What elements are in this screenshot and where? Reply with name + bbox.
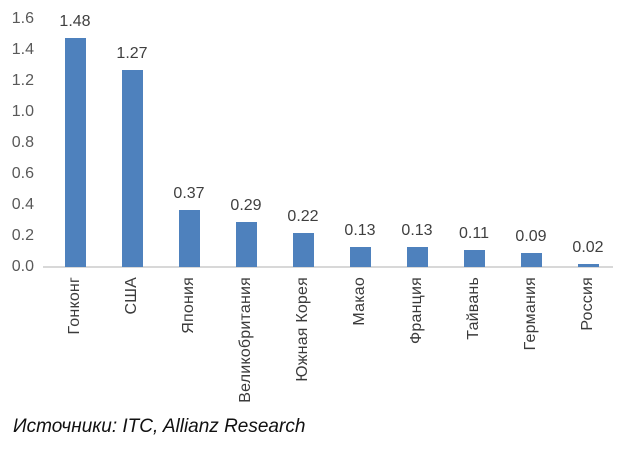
bar-value-label: 0.22 [287,208,319,225]
bar-value-label: 0.11 [459,225,489,242]
bar-value-label: 0.37 [173,185,205,202]
bar-Россия [577,264,599,267]
bar-value-label: 1.48 [59,13,91,30]
y-tick-label: 1.6 [11,10,34,27]
category-label: Тайвань [465,277,482,340]
y-tick-label: 0.8 [11,134,34,151]
x-axis-line [43,266,613,268]
bar-Макао [349,247,371,267]
category-label: Россия [579,277,596,331]
category-label: США [123,277,140,315]
bar-value-label: 1.27 [116,45,148,62]
category-label: Франция [408,277,425,344]
bar-Гонконг [64,38,86,267]
y-tick-label: 0.0 [11,258,34,275]
y-tick-label: 0.6 [11,165,34,182]
bar-value-label: 0.29 [230,197,262,214]
y-tick-label: 0.4 [11,196,34,213]
source-note: Источники: ITC, Allianz Research [13,416,306,437]
bar-Франция [406,247,428,267]
bar-Германия [520,253,542,267]
category-label: Германия [522,277,539,351]
category-label: Южная Корея [294,277,311,382]
bar-Южная Корея [292,233,314,267]
bar-value-label: 0.13 [401,222,433,239]
y-tick-label: 1.4 [11,41,34,58]
bar-Тайвань [463,250,485,267]
bar-value-label: 0.09 [515,228,547,245]
category-label: Макао [351,277,368,326]
bar-Великобритания [235,222,257,267]
bar-value-label: 0.02 [572,239,604,256]
bar-Япония [178,210,200,267]
y-tick-label: 1.0 [11,103,34,120]
bar-США [121,70,143,267]
y-tick-label: 0.2 [11,227,34,244]
category-label: Великобритания [237,277,254,403]
category-label: Япония [180,277,197,334]
bar-value-label: 0.13 [344,222,376,239]
category-label: Гонконг [66,277,83,335]
y-tick-label: 1.2 [11,72,34,89]
